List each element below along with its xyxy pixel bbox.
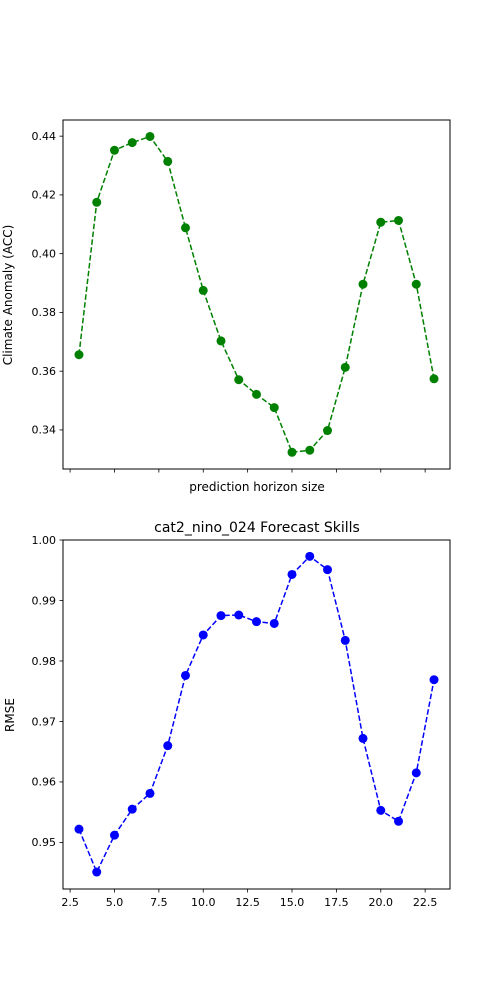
x-tick-label: 22.5 (413, 896, 438, 909)
rmse-chart-title: cat2_nino_024 Forecast Skills (154, 520, 360, 536)
data-point (269, 403, 279, 413)
data-point (252, 389, 261, 399)
data-point (145, 131, 155, 141)
acc-chart: 0.34 0.36 0.38 0.40 0.42 0.44 prediction hori… (1, 119, 451, 494)
data-point (305, 551, 315, 561)
y-tick-label: 1.00 (32, 534, 57, 547)
data-point (323, 426, 333, 436)
data-point (127, 138, 137, 148)
data-point (216, 336, 226, 346)
data-point (216, 611, 226, 621)
rmse-y-axis: 0.95 0.96 0.97 0.98 0.99 1.00 (32, 534, 63, 849)
y-tick-label: 0.38 (32, 306, 57, 319)
x-tick-label: 12.5 (235, 896, 260, 909)
data-point (92, 867, 102, 877)
data-point (180, 223, 190, 233)
acc-y-axis-label: Climate Anomaly (ACC) (1, 225, 15, 366)
data-point (340, 635, 350, 645)
x-tick-label: 17.5 (324, 896, 349, 909)
data-point (109, 830, 119, 840)
data-point (163, 741, 173, 751)
data-point (411, 768, 421, 778)
data-point (394, 816, 404, 826)
y-tick-label: 0.40 (32, 247, 57, 260)
x-tick-label: 5.0 (106, 896, 124, 909)
x-tick-label: 15.0 (280, 896, 305, 909)
y-tick-label: 0.36 (32, 365, 57, 378)
data-point (74, 824, 84, 834)
y-tick-label: 0.42 (32, 189, 57, 202)
data-point (411, 279, 421, 289)
x-tick-label: 7.5 (150, 896, 168, 909)
y-tick-label: 0.97 (32, 715, 57, 728)
y-tick-label: 0.95 (32, 836, 57, 849)
data-point (109, 145, 119, 155)
acc-y-axis: 0.34 0.36 0.38 0.40 0.42 0.44 (32, 130, 63, 437)
data-point (429, 374, 439, 384)
rmse-chart: cat2_nino_024 Forecast Skills 0.950.960.… (3, 520, 451, 909)
data-point (92, 197, 102, 207)
data-point (323, 565, 333, 575)
y-tick-label: 0.98 (32, 655, 57, 668)
rmse-plot-area (74, 551, 439, 877)
data-point (287, 569, 297, 579)
data-point (198, 285, 208, 295)
data-point (394, 215, 404, 225)
y-tick-label: 0.34 (32, 424, 57, 437)
data-point (287, 447, 297, 457)
data-point (234, 610, 244, 620)
rmse-x-axis: 2.5 5.0 7.5 10.0 12.5 15.0 17.5 20.0 22.5 (61, 889, 437, 909)
y-tick-label: 0.96 (32, 776, 57, 789)
data-point (74, 350, 84, 360)
data-point (376, 805, 386, 815)
data-point (269, 618, 279, 628)
data-point (340, 362, 350, 372)
rmse-axes-frame (62, 539, 451, 890)
data-point (358, 279, 368, 289)
data-point (180, 670, 190, 680)
acc-plot-area (74, 131, 439, 457)
x-tick-label: 20.0 (369, 896, 394, 909)
rmse-y-axis-label: RMSE (3, 698, 17, 732)
acc-x-axis (69, 469, 426, 473)
data-point (305, 445, 315, 455)
data-point (127, 804, 137, 814)
data-point (198, 630, 208, 640)
data-point (252, 617, 261, 627)
y-tick-label: 0.99 (32, 594, 57, 607)
data-point (145, 788, 155, 798)
acc-axes-frame (62, 119, 451, 470)
x-tick-label: 2.5 (61, 896, 79, 909)
data-point (376, 217, 386, 227)
data-point (234, 375, 244, 385)
data-point (429, 675, 439, 685)
y-tick-label: 0.44 (32, 130, 57, 143)
x-tick-label: 10.0 (191, 896, 216, 909)
acc-x-axis-label: prediction horizon size (189, 480, 325, 494)
data-point (358, 733, 368, 743)
data-point (163, 156, 173, 166)
